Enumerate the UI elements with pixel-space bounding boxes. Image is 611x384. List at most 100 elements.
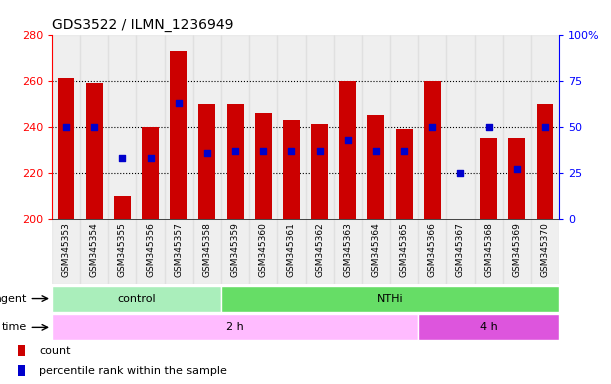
Bar <box>503 219 531 284</box>
FancyBboxPatch shape <box>418 314 559 340</box>
Bar <box>249 35 277 219</box>
Text: GSM345357: GSM345357 <box>174 222 183 277</box>
Bar <box>447 35 475 219</box>
Bar <box>283 120 300 219</box>
Bar <box>164 219 193 284</box>
Bar <box>80 219 108 284</box>
Point <box>343 137 353 143</box>
Text: GSM345353: GSM345353 <box>62 222 70 277</box>
Bar <box>396 129 412 219</box>
Point <box>258 147 268 154</box>
Bar <box>255 113 272 219</box>
Text: NTHi: NTHi <box>377 293 403 304</box>
Bar <box>277 35 306 219</box>
Point <box>371 147 381 154</box>
Bar <box>170 51 187 219</box>
Text: GSM345365: GSM345365 <box>400 222 409 277</box>
Bar <box>86 83 103 219</box>
Text: agent: agent <box>0 293 27 304</box>
Text: count: count <box>39 346 71 356</box>
Text: time: time <box>1 322 27 333</box>
Bar <box>531 219 559 284</box>
Text: GSM345367: GSM345367 <box>456 222 465 277</box>
Bar <box>390 219 418 284</box>
Bar <box>52 219 80 284</box>
Text: GSM345362: GSM345362 <box>315 222 324 277</box>
Text: GSM345364: GSM345364 <box>371 222 381 277</box>
Bar <box>334 35 362 219</box>
Bar <box>18 345 24 356</box>
Bar <box>503 35 531 219</box>
Text: GSM345361: GSM345361 <box>287 222 296 277</box>
Bar <box>362 35 390 219</box>
Bar <box>390 35 418 219</box>
Point <box>399 147 409 154</box>
FancyBboxPatch shape <box>52 286 221 311</box>
Bar <box>475 35 503 219</box>
Text: GSM345358: GSM345358 <box>202 222 211 277</box>
Text: GSM345370: GSM345370 <box>541 222 549 277</box>
Bar <box>108 35 136 219</box>
Point <box>315 147 324 154</box>
Bar <box>418 219 447 284</box>
Text: GSM345366: GSM345366 <box>428 222 437 277</box>
Text: GSM345360: GSM345360 <box>258 222 268 277</box>
Point <box>287 147 296 154</box>
Bar <box>57 78 75 219</box>
Text: GSM345356: GSM345356 <box>146 222 155 277</box>
Point <box>540 124 550 130</box>
Bar <box>193 219 221 284</box>
Point <box>145 155 155 161</box>
Text: percentile rank within the sample: percentile rank within the sample <box>39 366 227 376</box>
Bar <box>114 196 131 219</box>
Bar <box>536 104 554 219</box>
Bar <box>18 365 24 376</box>
FancyBboxPatch shape <box>221 286 559 311</box>
Bar <box>367 115 384 219</box>
Bar <box>424 81 441 219</box>
Bar <box>142 127 159 219</box>
Text: GSM345355: GSM345355 <box>118 222 127 277</box>
Bar <box>193 35 221 219</box>
Bar <box>306 35 334 219</box>
Text: control: control <box>117 293 156 304</box>
Bar <box>447 219 475 284</box>
Text: 4 h: 4 h <box>480 322 497 333</box>
Bar <box>418 35 447 219</box>
Bar <box>249 219 277 284</box>
FancyBboxPatch shape <box>52 314 418 340</box>
Bar <box>199 104 215 219</box>
Bar <box>508 138 525 219</box>
Bar <box>164 35 193 219</box>
Point <box>428 124 437 130</box>
Text: 2 h: 2 h <box>226 322 244 333</box>
Bar <box>108 219 136 284</box>
Bar <box>475 219 503 284</box>
Bar <box>136 219 164 284</box>
Point <box>202 149 212 156</box>
Text: GDS3522 / ILMN_1236949: GDS3522 / ILMN_1236949 <box>52 18 233 32</box>
Text: GSM345363: GSM345363 <box>343 222 353 277</box>
Point <box>89 124 99 130</box>
Point <box>61 124 71 130</box>
Text: GSM345368: GSM345368 <box>484 222 493 277</box>
Bar <box>480 138 497 219</box>
Text: GSM345359: GSM345359 <box>230 222 240 277</box>
Point <box>230 147 240 154</box>
Bar <box>52 35 80 219</box>
Bar <box>80 35 108 219</box>
Bar <box>306 219 334 284</box>
Bar <box>311 124 328 219</box>
Text: GSM345369: GSM345369 <box>512 222 521 277</box>
Bar <box>277 219 306 284</box>
Bar <box>339 81 356 219</box>
Bar <box>334 219 362 284</box>
Point <box>484 124 494 130</box>
Bar <box>136 35 164 219</box>
Text: GSM345354: GSM345354 <box>90 222 99 277</box>
Bar <box>221 219 249 284</box>
Point <box>174 100 184 106</box>
Bar <box>221 35 249 219</box>
Point <box>456 170 466 176</box>
Bar <box>362 219 390 284</box>
